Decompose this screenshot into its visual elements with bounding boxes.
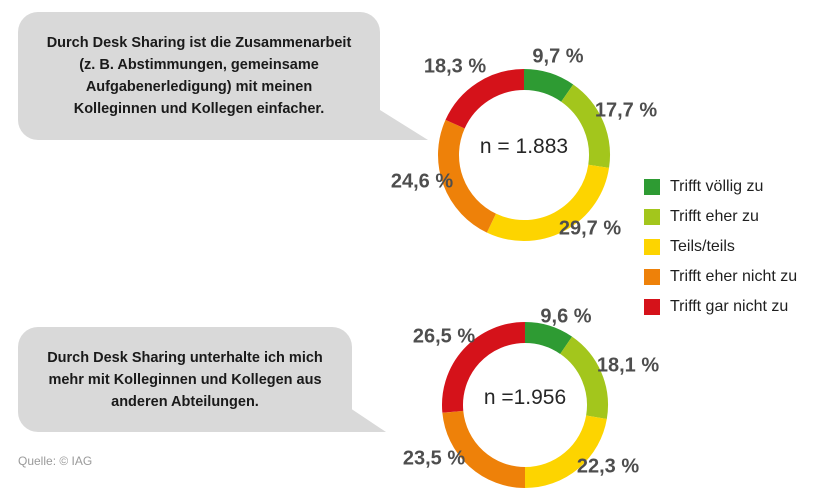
percent-label-teils-1: 29,7 %: [558, 217, 622, 240]
source-note: Quelle: © IAG: [18, 454, 93, 468]
sample-size-label: n = 1.883: [479, 135, 569, 158]
legend-item: Trifft gar nicht zu: [644, 292, 797, 322]
donut-segment-5: [445, 69, 525, 129]
donut-segment-2: [559, 336, 608, 419]
donut-segment-1: [523, 69, 574, 102]
speech-bubble-conversation: Durch Desk Sharing unterhalte ich mich m…: [18, 327, 352, 432]
legend-swatch-green: [644, 179, 660, 195]
donut-segment-3: [486, 164, 610, 241]
donut-segment-4: [442, 410, 526, 488]
percent-label-eher-nicht-2: 23,5 %: [402, 447, 466, 470]
legend-label: Trifft eher nicht zu: [670, 268, 798, 285]
legend-item: Trifft eher nicht zu: [644, 262, 797, 292]
bubble-line: Kolleginnen und Kollegen einfacher.: [73, 101, 325, 117]
legend-item: Trifft eher zu: [644, 202, 797, 232]
legend-item: Trifft völlig zu: [644, 172, 797, 202]
speech-bubble-collaboration: Durch Desk Sharing ist die Zusammenarbei…: [18, 12, 380, 140]
percent-label-voellig-zu-1: 9,7 %: [532, 45, 584, 68]
bubble-line: (z. B. Abstimmungen, gemeinsame: [79, 57, 319, 73]
donut-chart-conversation: [442, 322, 608, 488]
percent-label-gar-nicht-2: 26,5 %: [412, 325, 476, 348]
percent-label-eher-zu-1: 17,7 %: [594, 99, 658, 122]
legend-label: Trifft gar nicht zu: [670, 298, 789, 315]
bubble-line: anderen Abteilungen.: [111, 393, 259, 410]
percent-label-voellig-zu-2: 9,6 %: [540, 305, 592, 328]
legend: Trifft völlig zu Trifft eher zu Teils/te…: [644, 172, 797, 322]
percent-label-gar-nicht-1: 18,3 %: [423, 55, 487, 78]
legend-swatch-lightgreen: [644, 209, 660, 225]
donut-segment-5: [442, 322, 526, 413]
speech-bubble-text: Durch Desk Sharing ist die Zusammenarbei…: [47, 32, 352, 120]
legend-item: Teils/teils: [644, 232, 797, 262]
percent-label-eher-zu-2: 18,1 %: [596, 354, 660, 377]
bubble-line: Aufgabenerledigung) mit meinen: [85, 79, 313, 95]
legend-label: Teils/teils: [670, 238, 735, 255]
sample-size-label: n =1.956: [483, 386, 567, 409]
legend-swatch-orange: [644, 269, 660, 285]
percent-label-eher-nicht-1: 24,6 %: [390, 170, 454, 193]
bubble-line: Durch Desk Sharing ist die Zusammenarbei…: [46, 35, 352, 51]
donut-chart-collaboration: [438, 69, 610, 241]
donut-segment-4: [438, 119, 497, 233]
percent-label-teils-2: 22,3 %: [576, 455, 640, 478]
bubble-line: Durch Desk Sharing unterhalte ich mich: [47, 349, 323, 366]
donut-segment-2: [560, 84, 610, 168]
speech-bubble-text: Durch Desk Sharing unterhalte ich mich m…: [47, 347, 323, 413]
legend-swatch-red: [644, 299, 660, 315]
donut-segment-1: [524, 322, 573, 355]
legend-swatch-yellow: [644, 239, 660, 255]
legend-label: Trifft völlig zu: [670, 178, 764, 195]
donut-segment-3: [524, 415, 607, 488]
bubble-line: mehr mit Kolleginnen und Kollegen aus: [48, 371, 322, 388]
legend-label: Trifft eher zu: [670, 208, 759, 225]
